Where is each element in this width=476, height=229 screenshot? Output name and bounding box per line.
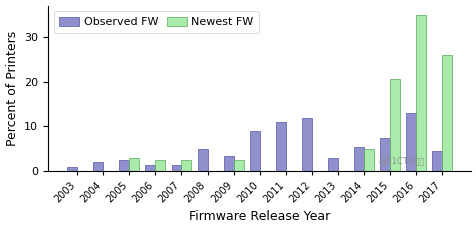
Bar — [233, 160, 243, 171]
Bar — [353, 147, 363, 171]
Y-axis label: Percent of Printers: Percent of Printers — [6, 31, 19, 146]
Bar — [197, 149, 207, 171]
Bar — [327, 158, 337, 171]
Text: @51CTO博客: @51CTO博客 — [377, 156, 424, 165]
Bar — [129, 158, 139, 171]
Bar — [431, 151, 441, 171]
Legend: Observed FW, Newest FW: Observed FW, Newest FW — [53, 11, 258, 33]
Bar — [181, 160, 191, 171]
X-axis label: Firmware Release Year: Firmware Release Year — [188, 210, 330, 224]
Bar — [155, 160, 165, 171]
Bar — [363, 149, 373, 171]
Bar — [389, 79, 399, 171]
Bar — [441, 55, 451, 171]
Bar — [301, 117, 311, 171]
Bar — [249, 131, 259, 171]
Bar — [406, 113, 416, 171]
Bar — [379, 138, 389, 171]
Bar — [223, 156, 233, 171]
Bar — [119, 160, 129, 171]
Bar — [275, 122, 285, 171]
Bar — [416, 14, 425, 171]
Bar — [171, 165, 181, 171]
Bar — [145, 165, 155, 171]
Bar — [93, 162, 103, 171]
Bar — [67, 167, 77, 171]
